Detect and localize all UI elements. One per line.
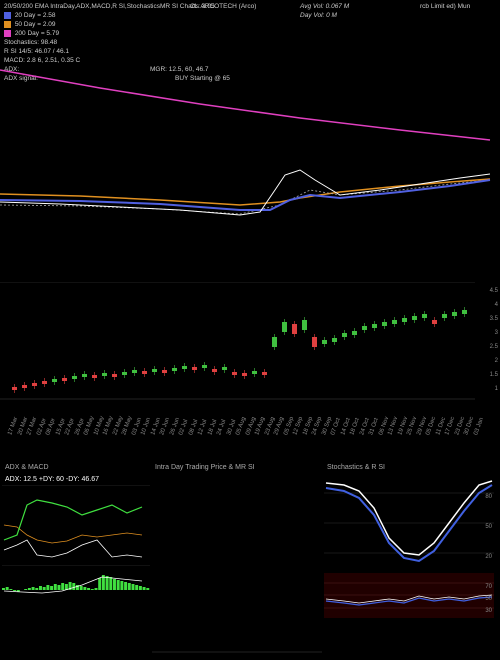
intraday-panel: Intra Day Trading Price & MR SI bbox=[152, 462, 322, 658]
rsi-axis-label: 70 bbox=[485, 584, 492, 590]
adx-values: ADX: 12.5 +DY: 60 -DY: 46.67 bbox=[5, 476, 99, 483]
bottom-panels: ADX & MACD ADX: 12.5 +DY: 60 -DY: 46.67 … bbox=[0, 460, 500, 660]
date-axis: 17 Mar20 Mar27 Mar02 Apr08 Apr15 Apr22 A… bbox=[0, 404, 500, 444]
main-price-chart bbox=[0, 0, 500, 280]
adx-macd-title: ADX & MACD bbox=[2, 462, 150, 473]
price-axis-label: 3.5 bbox=[490, 316, 498, 322]
intraday-title: Intra Day Trading Price & MR SI bbox=[152, 462, 322, 473]
candle-chart: 4.5 4 3.5 3 2.5 2 1.5 1 bbox=[0, 282, 500, 402]
stoch-axis-label: 80 bbox=[485, 494, 492, 500]
price-axis-label: 3 bbox=[495, 330, 498, 336]
price-axis-label: 1.5 bbox=[490, 372, 498, 378]
stoch-rsi-panel: Stochastics & R SI 80 50 20 70 50 30 bbox=[324, 462, 494, 658]
rsi-axis-label: 50 bbox=[485, 596, 492, 602]
stoch-axis-label: 50 bbox=[485, 524, 492, 530]
adx-macd-panel: ADX & MACD ADX: 12.5 +DY: 60 -DY: 46.67 bbox=[2, 462, 150, 658]
price-axis-label: 1 bbox=[495, 386, 498, 392]
stoch-rsi-title: Stochastics & R SI bbox=[324, 462, 494, 473]
price-axis-label: 4 bbox=[495, 302, 498, 308]
stoch-axis-label: 20 bbox=[485, 554, 492, 560]
rsi-axis-label: 30 bbox=[485, 608, 492, 614]
price-axis-label: 2 bbox=[495, 358, 498, 364]
price-axis-label: 4.5 bbox=[490, 288, 498, 294]
price-axis-label: 2.5 bbox=[490, 344, 498, 350]
